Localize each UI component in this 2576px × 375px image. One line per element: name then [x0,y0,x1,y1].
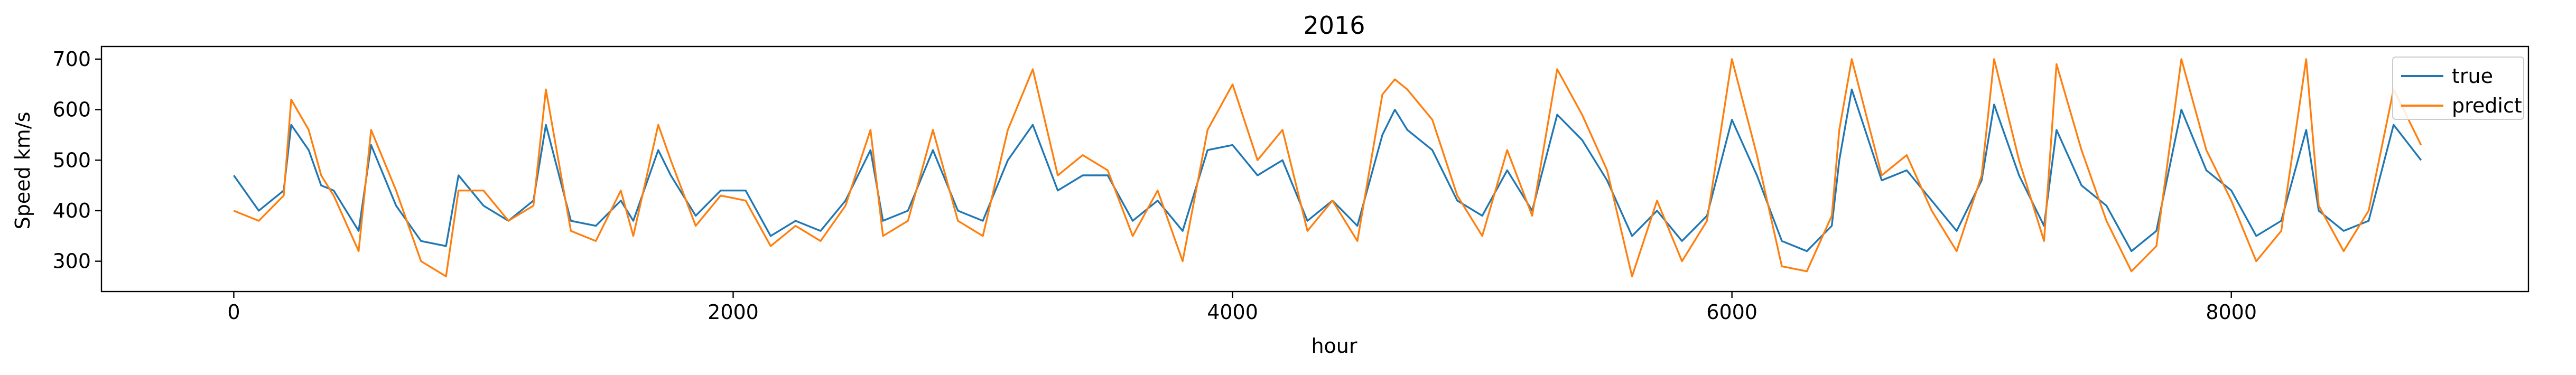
legend-label-predict: predict [2452,94,2522,117]
x-tick-label: 8000 [2206,301,2257,324]
x-tick-label: 6000 [1706,301,1757,324]
y-tick-label: 500 [52,148,91,172]
series-layer [233,58,2422,277]
y-tick-label: 600 [52,98,91,121]
x-tick-label: 0 [227,301,240,324]
x-axis: 0 2000 4000 6000 8000 [227,292,2257,324]
series-line-true [233,88,2422,252]
legend: true predict [2392,57,2524,120]
legend-label-true: true [2452,64,2493,88]
plot-area [100,45,2529,293]
chart-title: 2016 [1303,11,1365,40]
plot-background [101,46,2528,292]
x-tick-label: 4000 [1207,301,1258,324]
plot-frame [100,45,2529,293]
y-tick-label: 300 [52,250,91,273]
y-tick-label: 400 [52,199,91,222]
series-line-predict [233,58,2422,277]
y-axis: 300 400 500 600 700 [52,48,101,273]
legend-box [2392,57,2524,120]
y-axis-label: Speed km/s [11,112,34,230]
x-axis-label: hour [1311,334,1357,358]
x-tick-label: 2000 [708,301,759,324]
y-tick-label: 700 [52,48,91,71]
